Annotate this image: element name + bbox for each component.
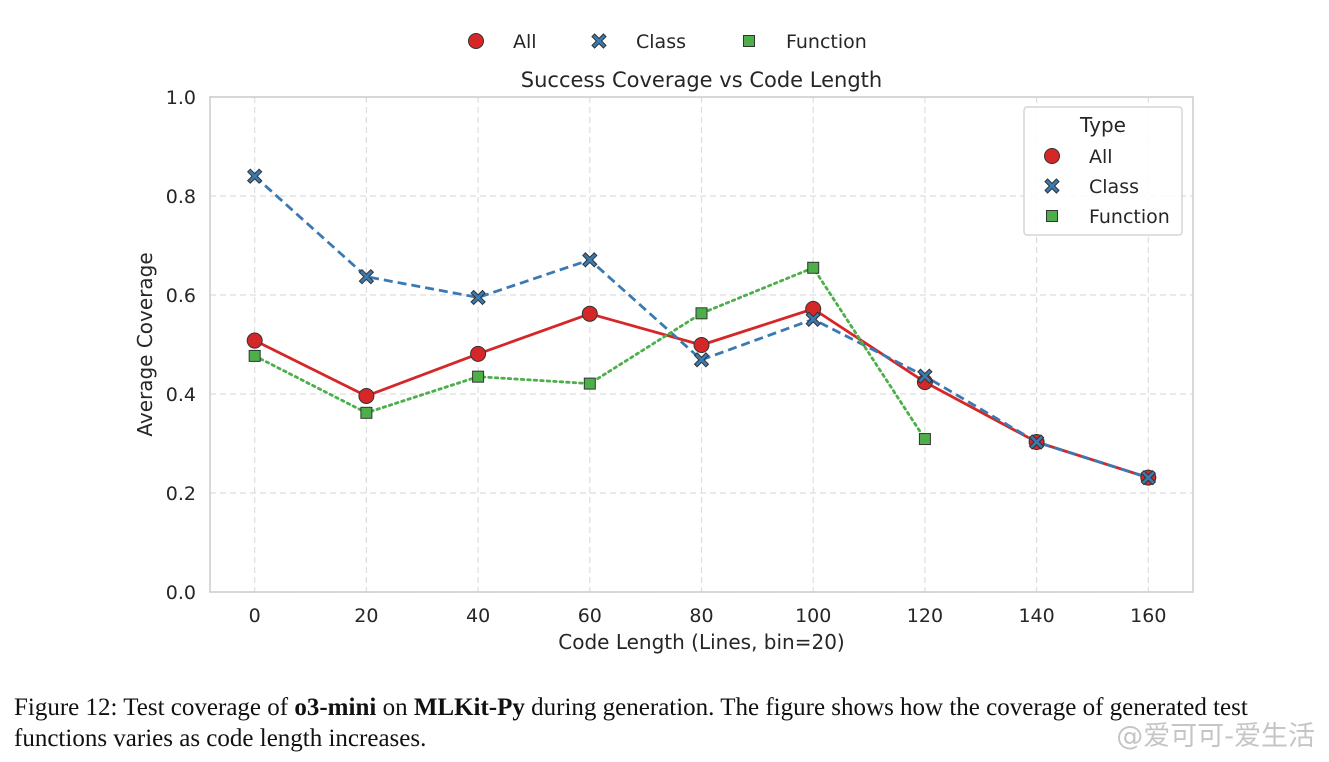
plot-frame [209, 96, 1194, 593]
data-point-all [581, 305, 598, 322]
data-point-class [1028, 434, 1045, 450]
data-point-function [472, 370, 485, 383]
y-tick-label: 0.6 [166, 285, 196, 307]
y-tick-label: 0.0 [166, 582, 196, 604]
caption-prefix: Figure 12: Test coverage of [14, 694, 295, 721]
data-point-class [693, 352, 710, 368]
top-legend-label-function: Function [786, 31, 867, 53]
x-tick-label: 120 [907, 605, 943, 627]
y-tick-label: 1.0 [166, 87, 196, 109]
data-point-function [360, 406, 373, 419]
caption-suffix: during generation. The figure shows how … [14, 694, 1248, 752]
watermark: @爱可可-爱生活 [1116, 721, 1315, 752]
series-markers [246, 168, 1157, 486]
x-tick-label: 40 [466, 605, 490, 627]
data-point-class [805, 311, 821, 327]
box-legend-label-class: Class [1089, 176, 1139, 198]
data-point-class [917, 368, 933, 384]
box-legend: Type All Class Function [1023, 106, 1183, 236]
caption-model: o3-mini [294, 694, 377, 721]
x-axis-label: Code Length (Lines, bin=20) [558, 630, 844, 654]
data-point-all [693, 336, 710, 353]
box-legend-marker-class [1044, 178, 1060, 194]
data-point-function [807, 261, 820, 274]
top-legend-marker-class [591, 33, 607, 49]
legend-box [1023, 106, 1183, 236]
box-legend-marker-function [1046, 210, 1058, 222]
top-legend-label-all: All [513, 31, 537, 53]
x-tick-label: 80 [689, 605, 713, 627]
data-point-all [470, 345, 487, 362]
data-point-function [248, 349, 261, 362]
box-legend-label-all: All [1089, 146, 1113, 168]
x-tick-label: 160 [1130, 605, 1166, 627]
top-legend: All Class Function [468, 31, 867, 53]
chart-title: Success Coverage vs Code Length [521, 68, 882, 92]
y-tick-label: 0.4 [166, 384, 196, 406]
data-point-class [470, 289, 486, 306]
top-legend-marker-all [468, 33, 484, 49]
top-legend-label-class: Class [636, 31, 686, 53]
data-point-all [358, 387, 375, 404]
y-tick-label: 0.8 [166, 186, 196, 208]
x-tick-label: 60 [578, 605, 602, 627]
y-axis-label: Average Coverage [133, 252, 157, 436]
caption-dataset: MLKit-Py [413, 694, 525, 721]
figure-caption: Figure 12: Test coverage of o3-mini on M… [14, 692, 1319, 754]
series-line-class [253, 175, 1149, 479]
data-point-all [246, 332, 263, 349]
x-tick-label: 140 [1018, 605, 1054, 627]
box-legend-marker-all [1044, 148, 1060, 164]
x-tick-label: 100 [795, 605, 831, 627]
caption-middle: on [376, 694, 414, 721]
data-point-class [1140, 469, 1157, 486]
data-point-class [246, 168, 263, 184]
legend-title: Type [1079, 113, 1126, 137]
data-point-function [695, 307, 708, 320]
top-legend-marker-function [743, 35, 755, 47]
x-tick-label: 20 [354, 605, 378, 627]
data-point-function [583, 377, 596, 390]
x-tick-label: 0 [249, 605, 261, 627]
coverage-line-chart: 0 20 40 60 80 100 120 140 1600.00.20.40.60.81.0 … [133, 31, 1194, 654]
box-legend-label-function: Function [1089, 206, 1170, 228]
data-point-class [582, 252, 598, 268]
series-line-function [253, 266, 927, 441]
y-tick-label: 0.2 [166, 483, 196, 505]
data-point-class [358, 268, 375, 285]
axis-ticks: 0 20 40 60 80 100 120 140 160 0.0 0.2 0.4 0.6 0.8 1.0 [166, 87, 1167, 627]
data-point-function [918, 433, 931, 446]
